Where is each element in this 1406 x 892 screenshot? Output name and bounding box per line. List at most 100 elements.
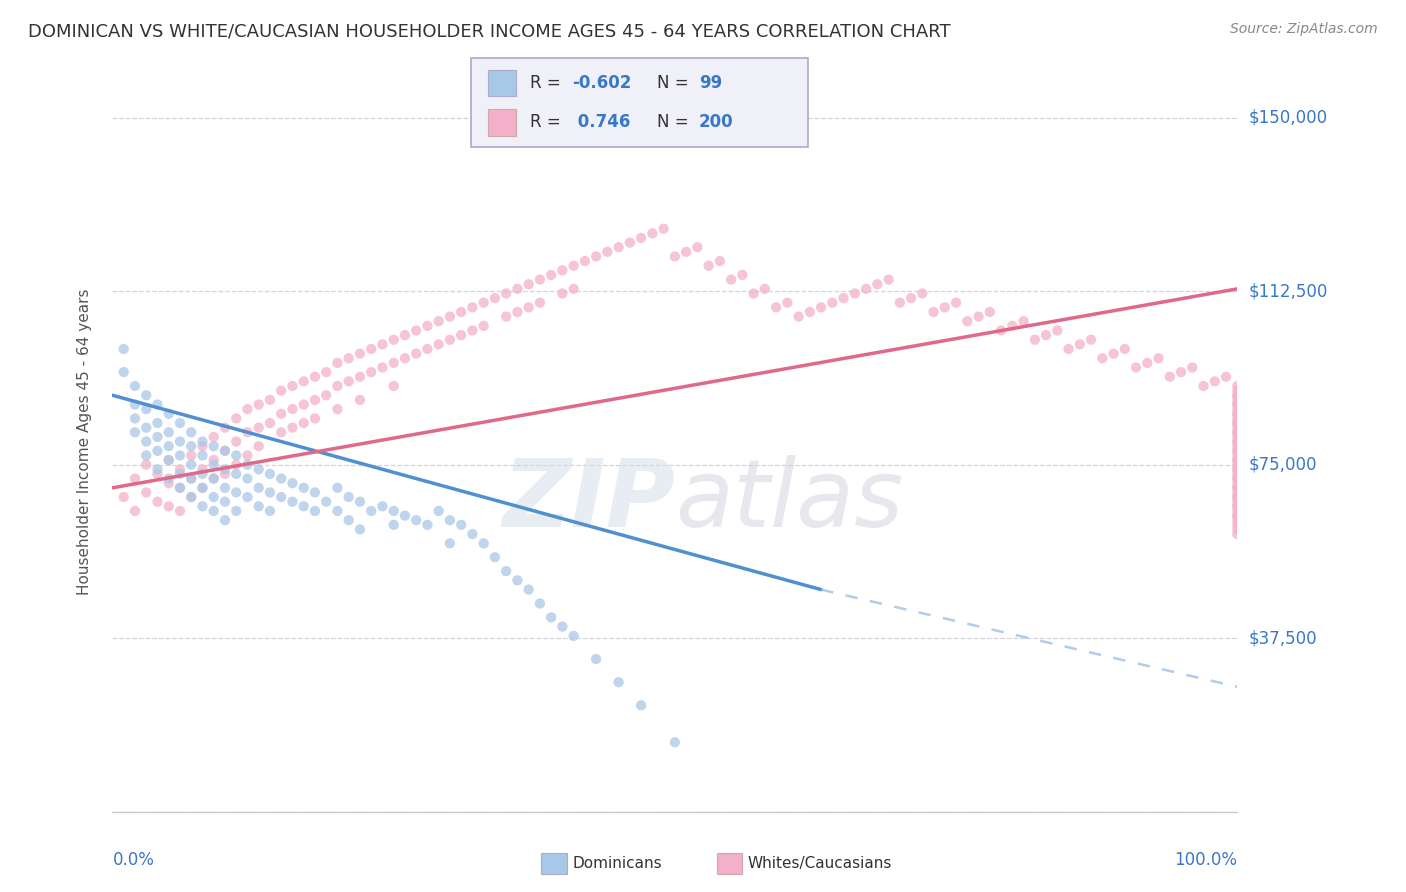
Point (495, 564, 517, 578)
Point (169, 462, 191, 476)
Point (934, 301, 956, 315)
Point (315, 365, 337, 379)
Point (304, 485, 326, 500)
Point (990, 324, 1012, 338)
Point (832, 291, 855, 305)
Point (1226, 481, 1249, 495)
Point (371, 360, 394, 375)
Point (304, 392, 326, 407)
Point (562, 259, 585, 273)
Point (1226, 434, 1249, 449)
Point (1035, 328, 1057, 343)
Point (236, 471, 259, 485)
Point (866, 277, 889, 292)
Point (214, 467, 236, 481)
Point (439, 333, 461, 347)
Point (270, 490, 292, 504)
Point (371, 337, 394, 351)
Point (236, 449, 259, 463)
Point (202, 458, 225, 472)
Point (776, 295, 799, 310)
Point (450, 305, 472, 319)
Point (540, 610, 562, 624)
Point (551, 286, 574, 301)
Point (214, 494, 236, 508)
Point (844, 286, 866, 301)
Point (135, 420, 157, 434)
Point (1114, 342, 1136, 356)
Point (135, 402, 157, 417)
Point (157, 476, 180, 491)
Point (180, 471, 202, 485)
Point (349, 523, 371, 537)
Point (292, 398, 315, 412)
Point (180, 490, 202, 504)
Point (540, 268, 562, 282)
Point (585, 652, 607, 666)
Point (247, 439, 270, 453)
Point (191, 449, 214, 463)
Point (315, 494, 337, 508)
Point (337, 375, 360, 389)
Point (1215, 369, 1237, 384)
Point (191, 462, 214, 476)
Point (124, 471, 146, 485)
Point (202, 490, 225, 504)
Point (1226, 523, 1249, 537)
Point (112, 342, 135, 356)
Text: $75,000: $75,000 (1249, 456, 1317, 474)
Point (596, 244, 619, 259)
Point (304, 369, 326, 384)
Point (799, 305, 821, 319)
Text: atlas: atlas (675, 455, 903, 546)
Point (191, 500, 214, 514)
Point (900, 291, 922, 305)
Point (202, 453, 225, 467)
Point (1226, 443, 1249, 458)
Point (225, 504, 247, 518)
Point (1226, 490, 1249, 504)
Point (146, 430, 169, 444)
Point (225, 485, 247, 500)
Text: R =: R = (530, 74, 567, 92)
Point (810, 301, 832, 315)
Y-axis label: Householder Income Ages 45 - 64 years: Householder Income Ages 45 - 64 years (77, 288, 91, 595)
Point (686, 240, 709, 254)
Point (326, 356, 349, 370)
Point (360, 365, 382, 379)
Point (1226, 402, 1249, 417)
Point (281, 402, 304, 417)
Point (247, 398, 270, 412)
Point (157, 407, 180, 421)
Text: $37,500: $37,500 (1249, 629, 1317, 648)
Point (450, 328, 472, 343)
Point (517, 277, 540, 292)
Point (461, 301, 484, 315)
Point (180, 471, 202, 485)
Point (394, 508, 416, 523)
Point (112, 365, 135, 379)
Point (1226, 500, 1249, 514)
Point (135, 458, 157, 472)
Point (619, 235, 641, 250)
Point (169, 467, 191, 481)
Point (574, 254, 596, 268)
Point (326, 481, 349, 495)
Text: ZIP: ZIP (502, 455, 675, 547)
Point (382, 356, 405, 370)
Point (337, 490, 360, 504)
Point (630, 698, 652, 713)
Point (529, 295, 551, 310)
Point (1226, 490, 1249, 504)
Point (1080, 333, 1102, 347)
Point (484, 550, 506, 565)
Point (191, 439, 214, 453)
Point (1226, 508, 1249, 523)
Point (889, 295, 911, 310)
Point (259, 485, 281, 500)
Point (1226, 407, 1249, 421)
Point (225, 449, 247, 463)
Point (495, 310, 517, 324)
Point (371, 500, 394, 514)
Point (225, 458, 247, 472)
